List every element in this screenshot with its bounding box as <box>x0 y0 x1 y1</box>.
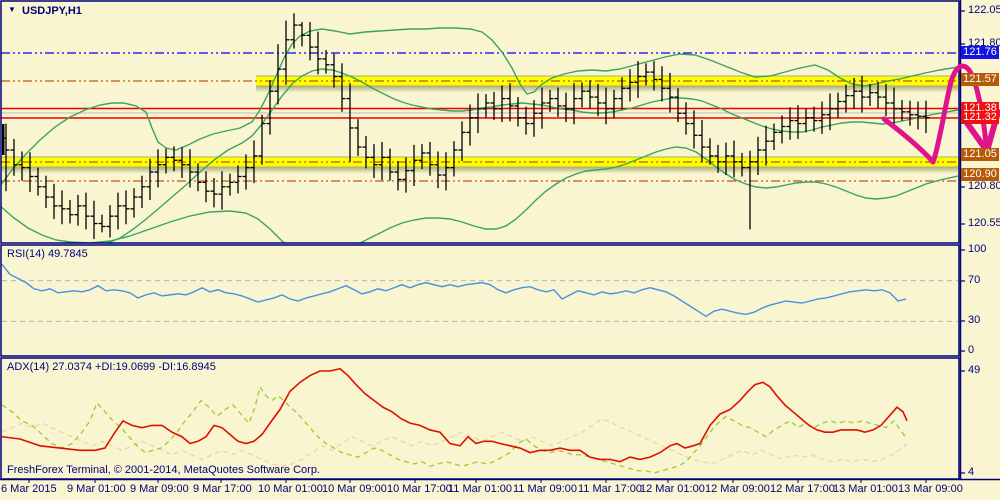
time-axis-label: 9 Mar 17:00 <box>193 483 252 495</box>
price-badge: 121.05 <box>961 147 999 161</box>
time-axis-label: 12 Mar 09:00 <box>705 483 770 495</box>
rsi-pane[interactable] <box>1 245 959 356</box>
rsi-tick-label: 0 <box>968 344 975 356</box>
time-axis-label: 10 Mar 01:00 <box>258 483 323 495</box>
time-axis-label: 10 Mar 17:00 <box>387 483 452 495</box>
rsi-tick-label: 70 <box>968 274 981 286</box>
time-axis-label: 9 Mar 01:00 <box>67 483 126 495</box>
adx-pane[interactable] <box>1 358 959 479</box>
time-axis-label: 9 Mar 09:00 <box>130 483 189 495</box>
rsi-tick-label: 100 <box>968 243 987 255</box>
symbol-timeframe-label: USDJPY,H1 <box>22 5 82 17</box>
time-axis-label: 11 Mar 17:00 <box>578 483 643 495</box>
adx-tick-label: 49 <box>968 364 981 376</box>
time-axis-label: 10 Mar 09:00 <box>322 483 387 495</box>
time-axis-label: 6 Mar 2015 <box>1 483 57 495</box>
time-axis-label: 12 Mar 17:00 <box>770 483 835 495</box>
main-chart-pane[interactable] <box>1 1 959 243</box>
time-axis-label: 12 Mar 01:00 <box>640 483 705 495</box>
price-badge: 120.90 <box>961 167 999 181</box>
time-axis-label: 13 Mar 01:00 <box>833 483 898 495</box>
rsi-indicator-label: RSI(14) 49.7845 <box>7 248 88 260</box>
price-badge: 121.32 <box>961 110 999 124</box>
price-badge: 121.57 <box>961 72 999 86</box>
adx-tick-label: 4 <box>968 466 975 478</box>
adx-indicator-label: ADX(14) 27.0374 +DI:19.0699 -DI:16.8945 <box>7 361 216 373</box>
price-tick-label: 122.05 <box>968 4 1000 16</box>
price-tick-label: 120.80 <box>968 180 1000 192</box>
rsi-tick-label: 30 <box>968 314 981 326</box>
symbol-dropdown-icon[interactable]: ▼ <box>8 5 16 14</box>
time-axis-label: 11 Mar 01:00 <box>448 483 513 495</box>
time-axis-label: 11 Mar 09:00 <box>513 483 578 495</box>
price-badge: 121.76 <box>961 45 999 59</box>
price-tick-label: 120.55 <box>968 217 1000 229</box>
copyright-label: FreshForex Terminal, © 2001-2014, MetaQu… <box>7 464 320 476</box>
time-axis-label: 13 Mar 09:00 <box>898 483 963 495</box>
